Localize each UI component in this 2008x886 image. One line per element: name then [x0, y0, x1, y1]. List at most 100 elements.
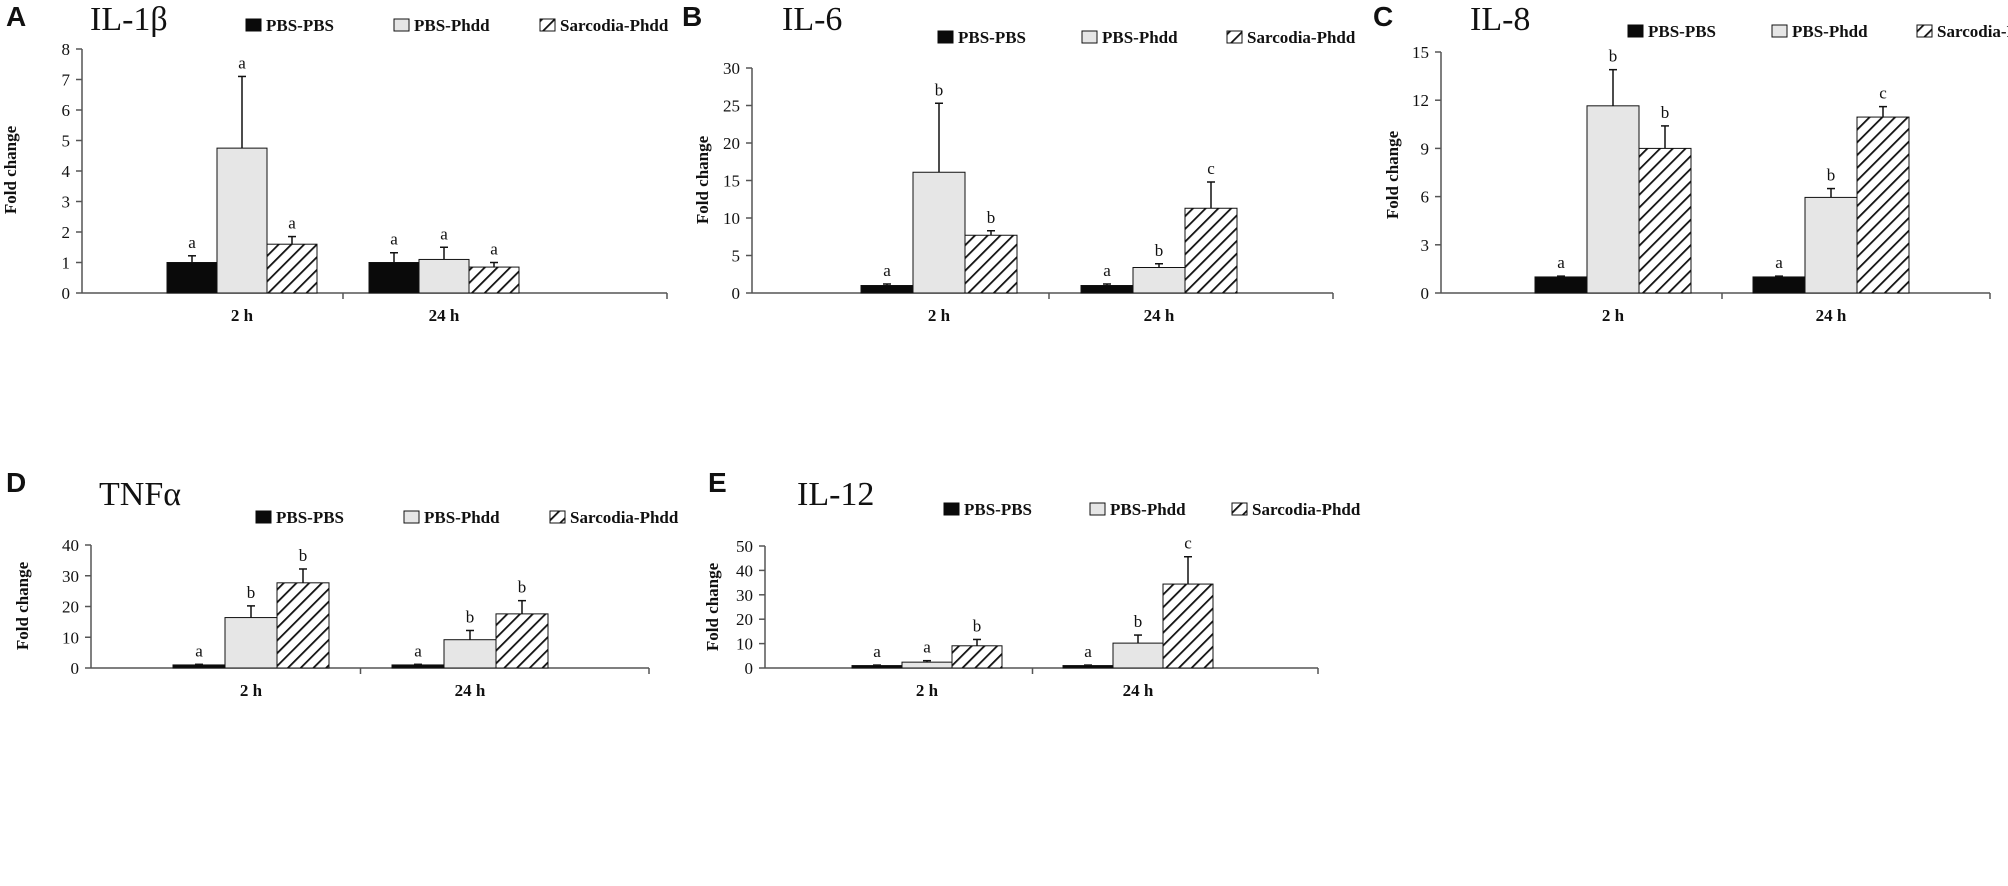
y-tick-label: 40: [62, 536, 79, 555]
y-axis-label: Fold change: [1383, 130, 1402, 219]
bar: [368, 262, 420, 294]
legend-label: PBS-PBS: [964, 500, 1032, 519]
significance-label: b: [1155, 241, 1164, 260]
bar: [266, 243, 318, 294]
bars: a a a a a a: [166, 53, 520, 294]
significance-label: c: [1879, 84, 1887, 103]
legend-label: PBS-Phdd: [424, 508, 500, 527]
y-tick-label: 50: [736, 537, 753, 556]
legend-swatch: [1089, 502, 1106, 516]
legend-label: Sarcodia-Phdd: [1252, 500, 1361, 519]
bars: a b b a b c: [1534, 47, 1910, 294]
y-tick-label: 40: [736, 561, 753, 580]
axes: 0 5 10 15 20 25 30: [723, 59, 1334, 303]
panel-c: C IL-8 PBS-PBS PBS-Phdd Sarcodia-Phdd 0 3 6 9 12 1…: [1373, 1, 2008, 325]
significance-label: a: [238, 53, 246, 72]
legend-label: PBS-PBS: [266, 16, 334, 35]
significance-label: a: [195, 641, 203, 660]
y-tick-label: 5: [62, 132, 71, 151]
bar: [951, 645, 1003, 669]
panel-a: A IL-1β PBS-PBS PBS-Phdd Sarcodia-Phdd 0 1 2 3 4 5…: [1, 1, 669, 325]
significance-label: b: [1827, 166, 1836, 185]
significance-label: a: [288, 214, 296, 233]
legend: PBS-PBS PBS-Phdd Sarcodia-Phdd: [255, 508, 679, 527]
y-tick-label: 10: [62, 628, 79, 647]
legend-label: PBS-PBS: [276, 508, 344, 527]
y-tick-label: 0: [732, 284, 741, 303]
bar: [964, 234, 1018, 294]
y-tick-label: 20: [723, 134, 740, 153]
y-tick-label: 4: [62, 162, 71, 181]
y-tick-label: 0: [62, 284, 71, 303]
legend-label: Sarcodia-Phdd: [560, 16, 669, 35]
bar: [1080, 285, 1134, 294]
panel-letter: E: [708, 467, 727, 498]
y-tick-label: 12: [1412, 91, 1429, 110]
legend-swatch: [539, 18, 556, 32]
significance-label: b: [247, 583, 256, 602]
legend-label: PBS-Phdd: [1110, 500, 1186, 519]
bar: [216, 147, 268, 294]
significance-label: a: [414, 641, 422, 660]
bar: [1184, 207, 1238, 294]
y-tick-label: 10: [723, 209, 740, 228]
bar: [1638, 147, 1692, 294]
bars: a b b a b c: [860, 80, 1238, 294]
legend-label: PBS-Phdd: [414, 16, 490, 35]
x-category-label: 24 h: [1123, 681, 1154, 700]
legend-label: PBS-Phdd: [1102, 28, 1178, 47]
legend: PBS-PBS PBS-Phdd Sarcodia-Phdd: [245, 16, 669, 35]
bar: [391, 664, 445, 669]
legend-swatch: [393, 18, 410, 32]
legend: PBS-PBS PBS-Phdd Sarcodia-Phdd: [937, 28, 1356, 47]
panel-b: B IL-6 PBS-PBS PBS-Phdd Sarcodia-Phdd 0 5 10 15 2…: [682, 1, 1356, 325]
bar: [172, 664, 226, 669]
y-axis-label: Fold change: [1, 125, 20, 214]
significance-label: b: [935, 80, 944, 99]
legend-label: PBS-PBS: [958, 28, 1026, 47]
legend-swatch: [1916, 24, 1933, 38]
panel-letter: A: [6, 1, 26, 32]
x-category-label: 2 h: [1602, 306, 1625, 325]
y-tick-label: 30: [723, 59, 740, 78]
y-tick-label: 30: [736, 586, 753, 605]
bars: a b b a b b: [172, 546, 549, 669]
significance-label: b: [973, 616, 982, 635]
legend-swatch: [1081, 30, 1098, 44]
chart-title: IL-8: [1470, 1, 1530, 38]
significance-label: a: [1084, 642, 1092, 661]
panel-letter: B: [682, 1, 702, 32]
bar: [276, 582, 330, 669]
significance-label: b: [1609, 47, 1618, 66]
significance-label: a: [1103, 261, 1111, 280]
panel-e: E IL-12 PBS-PBS PBS-Phdd Sarcodia-Phdd 0 10 20 3…: [703, 467, 1361, 700]
x-category-label: 24 h: [429, 306, 460, 325]
significance-label: b: [987, 208, 996, 227]
y-tick-label: 5: [732, 247, 741, 266]
significance-label: b: [1134, 612, 1143, 631]
y-tick-label: 25: [723, 97, 740, 116]
y-tick-label: 10: [736, 635, 753, 654]
significance-label: a: [883, 261, 891, 280]
y-axis-label: Fold change: [693, 135, 712, 224]
legend-swatch: [1627, 24, 1644, 38]
y-tick-label: 15: [723, 172, 740, 191]
axes: 0 3 6 9 12 15: [1412, 43, 1991, 303]
panel-letter: D: [6, 467, 26, 498]
legend-label: PBS-PBS: [1648, 22, 1716, 41]
legend-swatch: [1226, 30, 1243, 44]
x-category-label: 2 h: [916, 681, 939, 700]
bar: [912, 171, 966, 294]
y-tick-label: 0: [71, 659, 80, 678]
y-tick-label: 20: [62, 598, 79, 617]
x-category-label: 24 h: [455, 681, 486, 700]
legend-swatch: [1771, 24, 1788, 38]
y-tick-label: 0: [1421, 284, 1430, 303]
axes: 0 1 2 3 4 5 6 7 8: [62, 40, 668, 303]
bar: [166, 262, 218, 294]
bar: [1132, 267, 1186, 294]
legend-label: Sarcodia-Phdd: [1937, 22, 2008, 41]
y-tick-label: 3: [1421, 236, 1430, 255]
bar: [1112, 642, 1164, 669]
panel-letter: C: [1373, 1, 1393, 32]
